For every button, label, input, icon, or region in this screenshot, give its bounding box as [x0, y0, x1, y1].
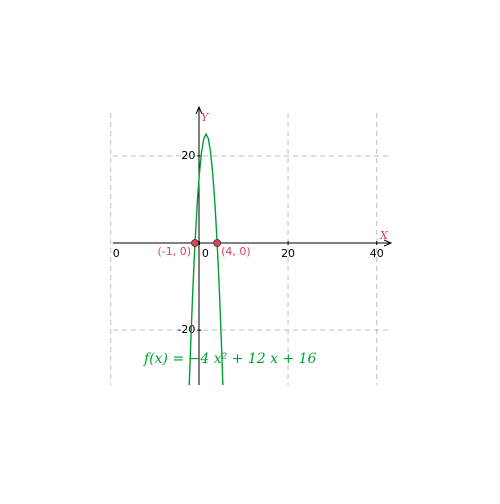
point [213, 239, 222, 247]
ticks: -20 0 20 40 -20 20 [102, 149, 384, 336]
formula: f(x) = −4 x² + 12 x + 16 [143, 351, 317, 367]
point-label: (4, 0) [221, 245, 251, 258]
x-tick-label: -20 [102, 247, 120, 260]
x-tick-label: 20 [281, 247, 295, 260]
y-tick-label: 20 [181, 149, 195, 162]
y-axis-label: Y [201, 111, 210, 124]
grid [110, 113, 390, 385]
point [191, 239, 199, 247]
x-axis-label: X [379, 229, 389, 242]
curves [188, 132, 224, 385]
y-tick-label: -20 [177, 323, 195, 336]
x-tick-label: 0 [202, 247, 209, 260]
points: (-1, 0) (4, 0) [157, 239, 251, 258]
function-curve [188, 132, 224, 385]
x-tick-label: 40 [370, 247, 384, 260]
point-label: (-1, 0) [157, 245, 191, 258]
